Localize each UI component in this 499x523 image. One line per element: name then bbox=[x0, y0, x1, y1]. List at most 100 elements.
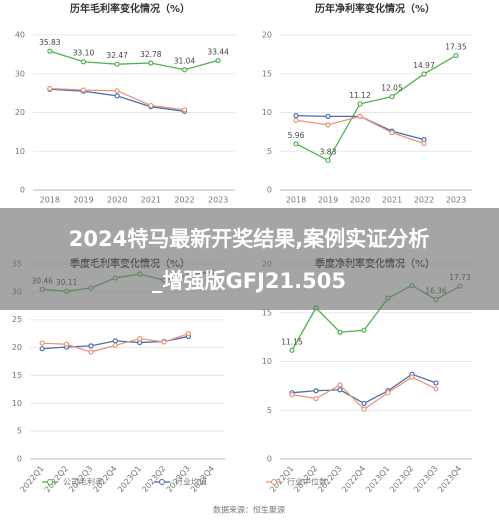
legend: 公司毛利率 行业均值 行业中位数 bbox=[42, 477, 327, 487]
value-label: 5.96 bbox=[288, 131, 305, 140]
point bbox=[80, 87, 87, 93]
y-tick-label: 0 bbox=[267, 186, 272, 195]
value-label: 33.44 bbox=[207, 47, 229, 56]
y-tick-label: 15 bbox=[262, 308, 272, 317]
legend-marker bbox=[271, 479, 277, 485]
y-tick-label: 25 bbox=[12, 315, 22, 324]
y-tick-label: 0 bbox=[20, 186, 25, 195]
point bbox=[389, 130, 395, 136]
point bbox=[361, 406, 367, 412]
point bbox=[325, 113, 331, 119]
y-tick-label: 10 bbox=[12, 399, 22, 408]
x-tick-label: 2018 bbox=[286, 196, 306, 205]
point bbox=[409, 374, 415, 380]
point bbox=[47, 85, 53, 92]
point bbox=[148, 102, 154, 109]
series-line bbox=[295, 54, 457, 162]
point bbox=[114, 88, 120, 94]
value-label: 31.04 bbox=[174, 57, 196, 66]
point bbox=[39, 340, 45, 346]
y-tick-label: 0 bbox=[17, 455, 22, 464]
point bbox=[88, 349, 94, 355]
value-label: 11.12 bbox=[349, 91, 371, 100]
y-tick-label: 20 bbox=[262, 31, 272, 40]
y-tick-label: 40 bbox=[15, 31, 25, 40]
value-label: 32.47 bbox=[106, 51, 128, 60]
point bbox=[357, 113, 363, 119]
point bbox=[181, 107, 188, 113]
y-tick-label: 5 bbox=[267, 406, 272, 415]
point bbox=[313, 395, 319, 402]
y-tick-label: 5 bbox=[17, 427, 22, 436]
legend-marker bbox=[47, 479, 53, 485]
point bbox=[433, 386, 439, 392]
point bbox=[453, 52, 459, 59]
point bbox=[289, 347, 295, 353]
source: 数据来源：恒生聚源 bbox=[213, 505, 285, 515]
point bbox=[181, 67, 188, 73]
y-tick-label: 15 bbox=[12, 371, 22, 380]
legend-label: 行业中位数 bbox=[287, 477, 327, 487]
y-tick-label: 20 bbox=[12, 343, 22, 352]
x-tick-label: 2020 bbox=[107, 196, 127, 205]
point bbox=[112, 338, 118, 344]
value-label: 14.97 bbox=[413, 61, 435, 70]
y-tick-label: 10 bbox=[262, 357, 272, 366]
value-label: 35.83 bbox=[39, 38, 61, 47]
point bbox=[63, 341, 70, 347]
y-tick-label: 5 bbox=[267, 147, 272, 156]
y-tick-label: 20 bbox=[15, 108, 25, 117]
point bbox=[337, 382, 343, 388]
point bbox=[137, 336, 143, 342]
point bbox=[215, 57, 221, 64]
x-tick-label: 2022 bbox=[414, 196, 434, 205]
chart-title: 历年毛利率变化情况（%） bbox=[70, 2, 190, 15]
point bbox=[361, 400, 367, 407]
y-tick-label: 0 bbox=[267, 455, 272, 464]
value-label: 33.10 bbox=[73, 49, 95, 58]
y-tick-label: 15 bbox=[262, 69, 272, 78]
value-label: 3.83 bbox=[320, 147, 337, 156]
point bbox=[313, 388, 319, 394]
series-line bbox=[49, 50, 219, 71]
point bbox=[433, 380, 439, 386]
point bbox=[421, 71, 427, 77]
chart-title: 历年净利率变化情况（%） bbox=[315, 2, 435, 15]
legend-label: 行业均值 bbox=[175, 477, 207, 487]
y-tick-label: 30 bbox=[15, 69, 25, 78]
x-tick-label: 2023 bbox=[208, 196, 228, 205]
point bbox=[357, 101, 363, 107]
point bbox=[88, 343, 94, 349]
point bbox=[114, 61, 120, 67]
point bbox=[385, 390, 391, 396]
point bbox=[325, 157, 331, 163]
x-tick-label: 2019 bbox=[73, 196, 93, 205]
point bbox=[421, 140, 427, 147]
point bbox=[161, 339, 167, 345]
banner-text: 2024特马最新开奖结果,案例实证分析 bbox=[69, 227, 429, 251]
value-label: 11.15 bbox=[281, 337, 303, 346]
x-tick-label: 2021 bbox=[382, 196, 402, 205]
point bbox=[337, 329, 343, 335]
point bbox=[293, 141, 299, 147]
point bbox=[80, 59, 87, 65]
banner-bg bbox=[0, 208, 499, 310]
value-label: 17.35 bbox=[445, 43, 467, 52]
point bbox=[361, 327, 367, 333]
point bbox=[289, 392, 295, 398]
x-tick-label: 2023 bbox=[446, 196, 466, 205]
value-label: 32.78 bbox=[140, 50, 162, 59]
y-tick-label: 10 bbox=[15, 147, 25, 156]
x-tick-label: 2022 bbox=[174, 196, 194, 205]
point bbox=[148, 60, 154, 66]
y-tick-label: 10 bbox=[262, 108, 272, 117]
x-tick-label: 2018 bbox=[40, 196, 60, 205]
point bbox=[39, 346, 45, 352]
point bbox=[293, 112, 299, 119]
point bbox=[114, 93, 120, 99]
x-tick-label: 2019 bbox=[318, 196, 338, 205]
point bbox=[293, 117, 299, 123]
legend-label: 公司毛利率 bbox=[63, 477, 103, 487]
point bbox=[185, 331, 192, 337]
